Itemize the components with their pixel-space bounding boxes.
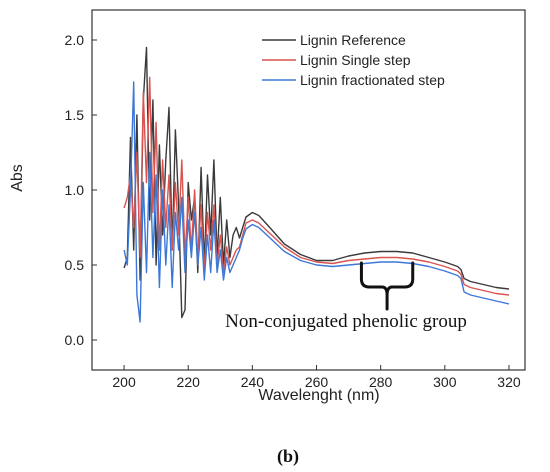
legend-entry: Lignin fractionated step: [300, 72, 445, 88]
x-tick-label: 320: [497, 374, 521, 390]
y-tick-label: 1.5: [65, 107, 85, 123]
legend: Lignin Reference Lignin Single step Lignin…: [262, 32, 445, 88]
series-line-1: [123, 46, 510, 319]
y-axis-title: Abs: [9, 164, 26, 192]
y-tick-label: 1.0: [65, 182, 85, 198]
series-line-3: [123, 81, 510, 323]
legend-entry: Lignin Single step: [300, 52, 411, 68]
legend-entry: Lignin Reference: [300, 32, 406, 48]
x-tick-label: 240: [241, 374, 265, 390]
y-tick-label: 0.0: [65, 332, 85, 348]
x-tick-label: 220: [177, 374, 201, 390]
series-line-2: [123, 76, 510, 296]
x-tick-label: 200: [112, 374, 136, 390]
x-tick-label: 260: [305, 374, 329, 390]
ticks-layer: 200 220 240 260 280 300 320 0.0 0.5 1.0 1.5 2.0: [65, 32, 521, 390]
x-tick-label: 300: [433, 374, 457, 390]
panel-label: (b): [277, 446, 299, 467]
y-tick-label: 0.5: [65, 257, 85, 273]
x-axis-title: Wavelenght (nm): [258, 387, 379, 404]
annotation-label: Non-conjugated phenolic group: [225, 311, 467, 332]
y-tick-label: 2.0: [65, 32, 85, 48]
annotation: Non-conjugated phenolic group: [225, 261, 467, 332]
x-tick-label: 280: [369, 374, 393, 390]
annotation-bracket: [359, 261, 415, 311]
series-layer: [123, 46, 510, 323]
